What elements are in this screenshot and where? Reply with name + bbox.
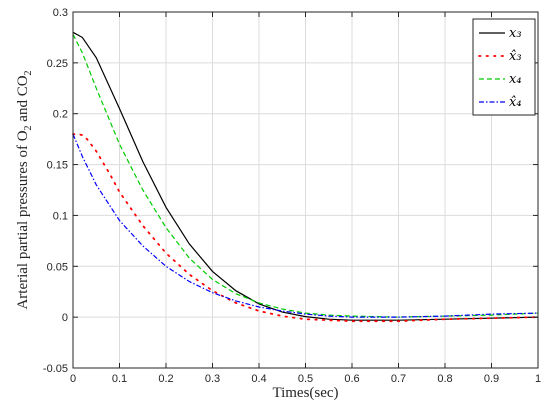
series-layer	[72, 31, 539, 323]
x-tick-label: 0.1	[112, 373, 127, 385]
legend-label: x₄	[509, 72, 522, 87]
y-tick-label: 0.05	[47, 261, 68, 273]
x-tick-label: 0.5	[298, 373, 313, 385]
x-tick-label: 0.9	[484, 373, 499, 385]
y-axis-title-subscript: 2	[23, 70, 34, 75]
y-tick-label: 0.15	[47, 160, 68, 172]
x-tick-label: 0.3	[205, 373, 220, 385]
y-tick-label: 0.3	[53, 7, 68, 19]
x-axis-title: Times(sec)	[272, 385, 338, 401]
y-tick-label: 0.25	[47, 58, 68, 70]
series-line-0	[72, 31, 539, 321]
x-tick-label: 0.2	[158, 373, 173, 385]
x-tick-label: 1	[535, 373, 541, 385]
x-tick-label: 0.4	[251, 373, 266, 385]
series-line-1	[72, 133, 539, 323]
legend-label: x₃	[509, 26, 522, 41]
y-tick-label: 0.1	[53, 210, 68, 222]
x-tick-label: 0.8	[437, 373, 452, 385]
x-tick-label: 0.6	[344, 373, 359, 385]
y-axis-title-subscript: 2	[23, 125, 34, 130]
axis-ticks: 0 0.1 0.2 0.3 0.4 0.5 0.6 0.7 0.8 0.9 1-0.0500.050…	[43, 7, 541, 385]
legend-label: x̂₄	[509, 95, 522, 110]
y-axis-title-part: and CO	[15, 75, 31, 125]
legend-label: x̂₃	[509, 49, 522, 64]
y-axis-title: Arterial partial pressures of O2 and CO2	[15, 70, 34, 309]
y-axis-title-part: Arterial partial pressures of O	[15, 130, 31, 309]
series-line-2	[72, 34, 539, 318]
x-tick-label: 0	[70, 373, 76, 385]
y-tick-label: 0.2	[53, 109, 68, 121]
legend-box	[472, 18, 536, 116]
legend: x₃ x̂₃ x₄ x̂₄	[472, 18, 536, 116]
y-tick-label: -0.05	[43, 363, 68, 375]
x-tick-label: 0.7	[391, 373, 406, 385]
y-tick-label: 0	[62, 312, 68, 324]
series-line-3	[72, 133, 539, 318]
